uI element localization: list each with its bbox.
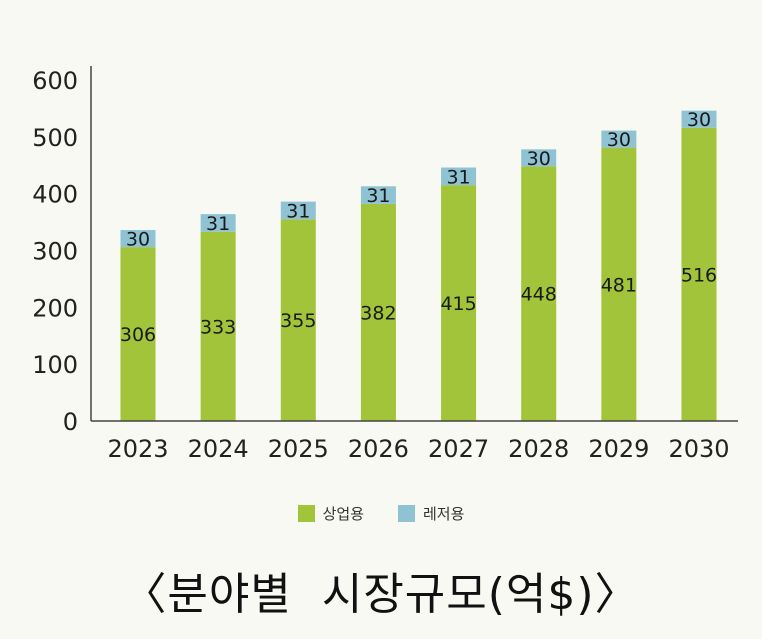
bars: 306 30 333 31 355 31 382 31 415 31 448 30 481 30 516 30 [120, 109, 717, 422]
y-tick-label: 300 [32, 238, 78, 266]
y-tick-label: 400 [32, 181, 78, 209]
legend-swatch-commercial [297, 505, 315, 522]
data-label: 30 [607, 129, 631, 151]
bar-segment-leisure [280, 201, 316, 220]
data-label: 481 [601, 274, 637, 296]
x-tick-label: 2026 [348, 435, 409, 463]
data-label: 31 [286, 200, 310, 222]
data-label: 30 [687, 109, 711, 131]
bar-segment-commercial [681, 127, 717, 422]
bar-segment-leisure [681, 110, 717, 128]
x-tick-label: 2030 [668, 435, 729, 463]
data-label: 31 [446, 166, 470, 188]
y-tick-label: 500 [32, 124, 78, 152]
bar-segment-leisure [441, 167, 477, 186]
legend: 상업용 레저용 [0, 503, 762, 524]
data-label: 382 [360, 302, 396, 324]
bar-segment-commercial [200, 231, 236, 421]
x-tick-label: 2027 [428, 435, 489, 463]
data-label: 333 [200, 316, 236, 338]
bar-segment-commercial [601, 147, 637, 422]
data-label: 30 [527, 148, 551, 170]
stacked-bar-chart: 0 100 200 300 400 500 600 2023 2024 2025 2026 2027… [32, 66, 738, 463]
data-label: 30 [126, 229, 150, 251]
y-tick-label: 100 [32, 351, 78, 379]
bar-segment-commercial [360, 203, 396, 421]
data-label: 415 [440, 293, 476, 315]
bar-segment-commercial [280, 219, 316, 421]
x-tick-label: 2025 [268, 435, 329, 463]
x-tick-label: 2029 [588, 435, 649, 463]
legend-item-commercial: 상업용 [297, 503, 364, 524]
bar-segment-leisure [601, 130, 637, 148]
data-label: 31 [366, 185, 390, 207]
bar-segment-leisure [360, 186, 396, 204]
data-label: 31 [206, 213, 230, 235]
data-label: 306 [120, 324, 156, 346]
bar-segment-commercial [120, 247, 156, 421]
x-tick-label: 2028 [508, 435, 569, 463]
bar-segment-leisure [521, 149, 557, 167]
bar-segment-leisure [120, 230, 156, 248]
legend-label-commercial: 상업용 [322, 505, 364, 523]
y-tick-label: 600 [32, 67, 78, 95]
data-label: 516 [681, 264, 717, 286]
data-label: 448 [521, 284, 557, 306]
chart-title: 〈분야별 시장규모(억$)〉 [122, 569, 640, 620]
y-axis-ticks: 0 100 200 300 400 500 600 [32, 67, 78, 436]
x-tick-label: 2023 [107, 435, 168, 463]
x-axis-ticks: 2023 2024 2025 2026 2027 2028 2029 2030 [107, 435, 729, 463]
legend-swatch-leisure [398, 505, 415, 522]
bar-segment-commercial [441, 185, 477, 421]
x-tick-label: 2024 [188, 435, 249, 463]
data-label: 355 [280, 310, 316, 332]
y-tick-label: 200 [32, 294, 78, 322]
bar-segment-commercial [521, 166, 557, 421]
bar-segment-leisure [200, 214, 236, 232]
legend-label-leisure: 레저용 [423, 505, 465, 523]
y-tick-label: 0 [63, 408, 78, 436]
legend-item-leisure: 레저용 [398, 503, 464, 524]
